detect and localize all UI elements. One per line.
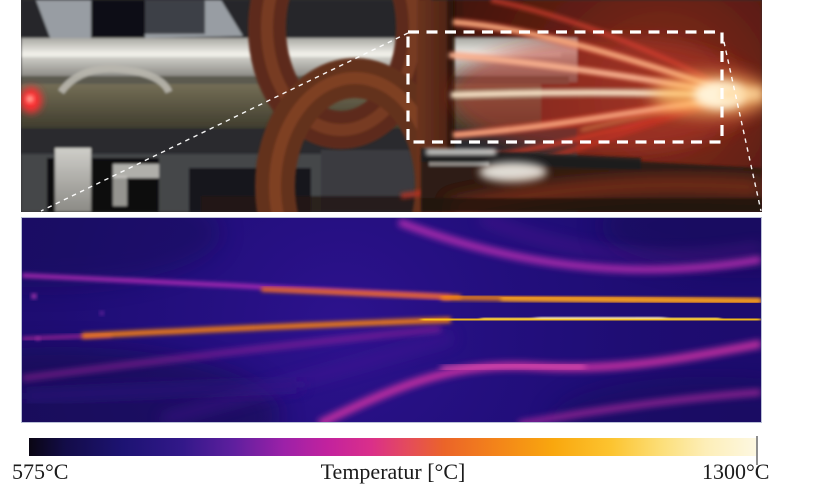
connector-line-right [721,32,762,212]
roi-box [406,30,724,144]
colorbar-min-label: 575°C [12,459,69,484]
colorbar-max-label: 1300°C [702,459,770,484]
thermal-illustration [22,218,761,422]
thermal-hot-spots [31,293,104,341]
hot-centerline [22,273,761,341]
machinery-lower-right [421,148,762,212]
colorbar-title: Temperatur [°C] [320,459,466,484]
thermal-magenta-arcs [22,218,761,422]
thermal-faint-streaks [22,218,761,422]
colorbar-max-tick [756,436,758,465]
temperature-colorbar [29,438,757,456]
photo-panel [21,0,762,212]
photo-illustration [21,0,762,212]
red-indicator-light [21,87,42,113]
thermal-image-panel [21,217,762,423]
